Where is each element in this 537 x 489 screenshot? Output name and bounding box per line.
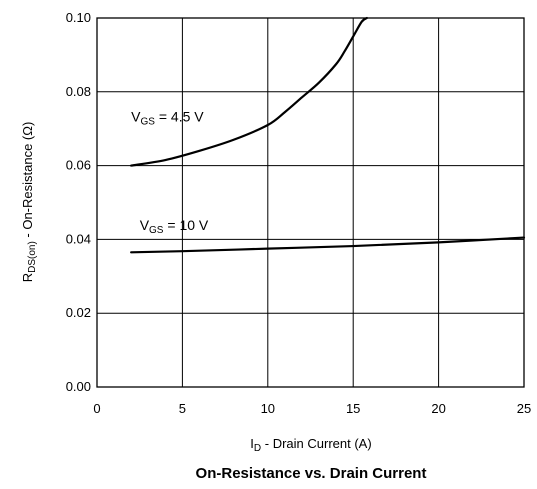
series-line-vgs-10v — [130, 236, 526, 254]
chart-title: On-Resistance vs. Drain Current — [196, 465, 427, 482]
series-labels: VGS = 4.5 V VGS = 10 V — [131, 108, 209, 236]
y-axis-label-rest: - On-Resistance (Ω) — [20, 122, 35, 242]
y-axis-label: RDS(on) - On-Resistance (Ω) — [20, 122, 38, 283]
x-tick-label: 5 — [179, 401, 186, 416]
y-tick-label: 0.04 — [66, 231, 91, 246]
x-tick-label: 25 — [517, 401, 531, 416]
y-tick-label: 0.06 — [66, 158, 91, 173]
x-tick-label: 20 — [431, 401, 445, 416]
y-axis-label-main: R — [20, 273, 35, 282]
y-tick-label: 0.08 — [66, 84, 91, 99]
series-label: VGS = 10 V — [140, 217, 209, 236]
y-tick-labels: 0.00 0.02 0.04 0.06 0.08 0.10 — [66, 10, 91, 394]
x-axis-label-sub: D — [254, 443, 261, 454]
x-axis-label: ID - Drain Current (A) — [250, 436, 371, 454]
y-tick-label: 0.02 — [66, 305, 91, 320]
y-axis-label-sub: DS(on) — [27, 241, 38, 273]
series-label: VGS = 4.5 V — [131, 108, 204, 127]
x-tick-label: 0 — [93, 401, 100, 416]
series-lines — [130, 16, 526, 254]
y-tick-label: 0.00 — [66, 379, 91, 394]
x-tick-labels: 0 5 10 15 20 25 — [93, 401, 531, 416]
x-axis-label-main: I — [250, 436, 254, 451]
x-tick-label: 15 — [346, 401, 360, 416]
y-tick-label: 0.10 — [66, 10, 91, 25]
x-axis-label-rest: - Drain Current (A) — [261, 436, 372, 451]
series-line-vgs-4-5v — [130, 16, 368, 167]
grid-lines — [96, 17, 525, 388]
plot-frame — [96, 17, 525, 388]
x-tick-label: 10 — [261, 401, 275, 416]
